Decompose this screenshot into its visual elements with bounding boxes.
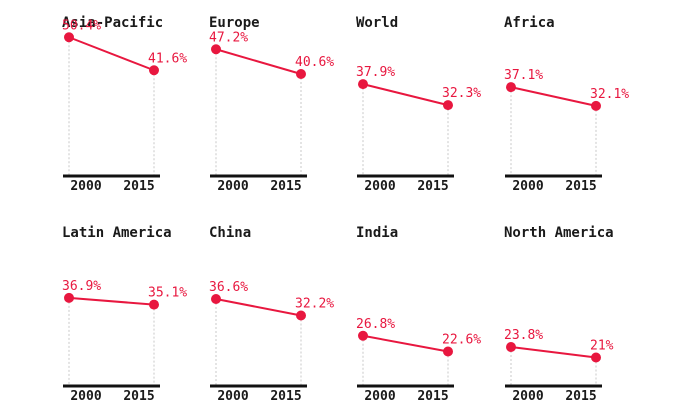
panel-title: India	[356, 225, 398, 241]
data-point-2000	[358, 330, 368, 341]
data-point-2015	[149, 299, 159, 310]
data-point-2000	[211, 44, 221, 55]
data-point-2015	[591, 100, 601, 111]
data-point-2000	[358, 79, 368, 90]
panel-africa: Africa 37.1% 32.1% 2000 2015	[504, 15, 629, 194]
data-label-2000: 37.9%	[356, 65, 395, 80]
data-point-2000	[211, 294, 221, 304]
x-tick-label: 2015	[123, 179, 154, 194]
data-label-2015: 40.6%	[295, 55, 334, 70]
data-point-2015	[149, 65, 159, 76]
x-tick-label: 2000	[364, 179, 395, 194]
data-point-2015	[443, 346, 453, 357]
x-tick-label: 2015	[565, 389, 596, 404]
x-tick-label: 2015	[123, 389, 154, 404]
data-label-2015: 32.3%	[442, 86, 481, 101]
series-line	[510, 346, 597, 359]
panel-title: Africa	[504, 15, 555, 31]
data-label-2015: 32.2%	[295, 297, 334, 312]
x-tick-label: 2000	[217, 389, 248, 404]
panel-title: Asia-Pacific	[62, 15, 163, 31]
data-label-2000: 36.6%	[209, 280, 248, 295]
data-label-2000: 26.8%	[356, 317, 395, 332]
panel-title: North America	[504, 225, 614, 241]
series-line	[362, 334, 449, 353]
data-point-2000	[64, 32, 74, 43]
data-label-2015: 21%	[590, 339, 614, 354]
x-tick-label: 2015	[270, 389, 301, 404]
data-point-2015	[591, 352, 601, 363]
panel-north-america: North America 23.8% 21% 2000 2015	[504, 225, 614, 404]
data-label-2000: 36.9%	[62, 279, 101, 294]
data-label-2015: 22.6%	[442, 333, 481, 348]
panel-china: China 36.6% 32.2% 2000 2015	[209, 225, 334, 404]
x-tick-label: 2015	[270, 179, 301, 194]
data-label-2000: 23.8%	[504, 328, 543, 343]
series-line	[215, 48, 302, 75]
data-label-2015: 41.6%	[148, 51, 187, 66]
panel-india: India 26.8% 22.6% 2000 2015	[356, 225, 481, 404]
panel-title: Europe	[209, 15, 260, 31]
panel-latin-america: Latin America 36.9% 35.1% 2000 2015	[62, 225, 187, 404]
panel-world: World 37.9% 32.3% 2000 2015	[356, 15, 481, 194]
data-label-2015: 35.1%	[148, 286, 187, 301]
data-point-2000	[506, 342, 516, 352]
data-label-2000: 37.1%	[504, 68, 543, 83]
data-point-2015	[443, 100, 453, 111]
x-tick-label: 2015	[417, 389, 448, 404]
data-label-2015: 32.1%	[590, 87, 629, 102]
data-point-2000	[506, 82, 516, 93]
series-line	[215, 298, 302, 317]
x-tick-label: 2015	[417, 179, 448, 194]
data-point-2015	[296, 310, 306, 321]
data-label-2000: 50.4%	[62, 18, 101, 33]
x-tick-label: 2000	[70, 179, 101, 194]
x-tick-label: 2015	[565, 179, 596, 194]
x-tick-label: 2000	[512, 389, 543, 404]
series-line	[68, 36, 155, 72]
x-tick-label: 2000	[217, 179, 248, 194]
x-tick-label: 2000	[364, 389, 395, 404]
panel-title: World	[356, 15, 398, 31]
data-point-2000	[64, 292, 74, 303]
data-point-2015	[296, 69, 306, 79]
x-tick-label: 2000	[70, 389, 101, 404]
data-label-2000: 47.2%	[209, 30, 248, 45]
x-tick-label: 2000	[512, 179, 543, 194]
series-line	[362, 83, 449, 107]
panel-title: China	[209, 225, 251, 241]
series-line	[68, 296, 155, 306]
series-line	[510, 86, 597, 107]
panel-title: Latin America	[62, 225, 172, 241]
